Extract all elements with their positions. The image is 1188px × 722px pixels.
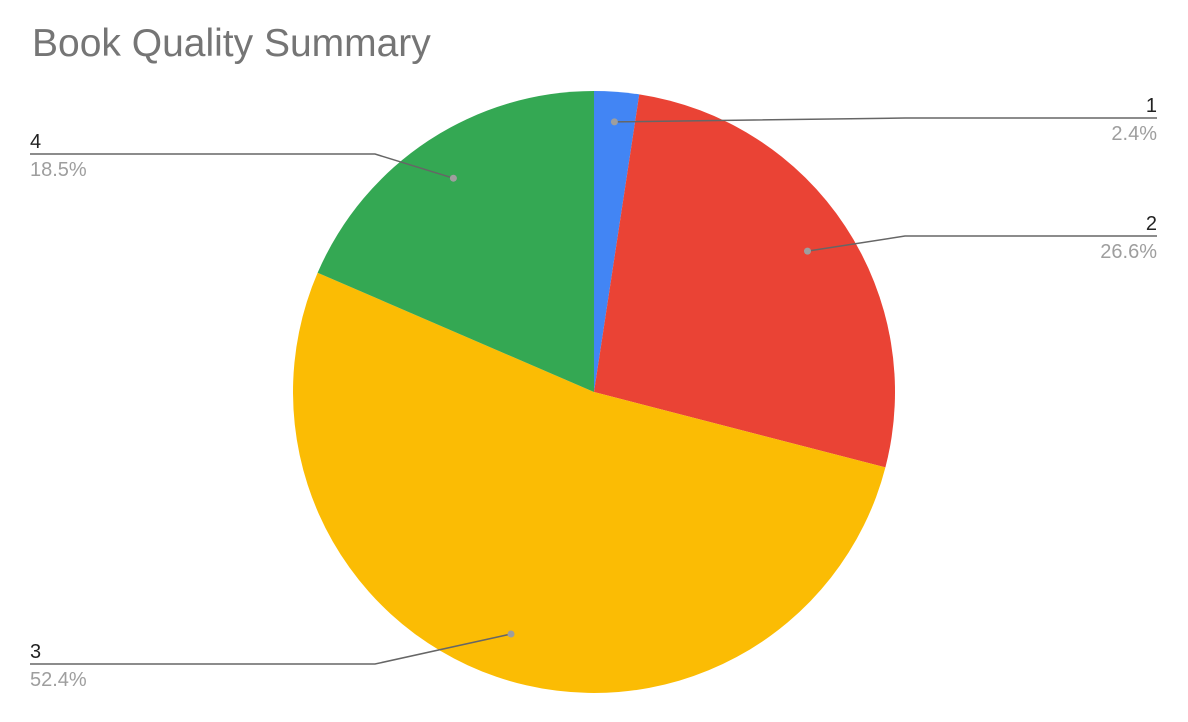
slice-percent-3: 52.4%: [30, 669, 87, 691]
slice-percent-4: 18.5%: [30, 159, 87, 181]
pie-slice-3: [293, 272, 886, 693]
slice-label-2: 2: [1146, 213, 1157, 235]
slice-label-1: 1: [1146, 95, 1157, 117]
leader-dot-3: [507, 630, 515, 638]
slice-percent-2: 26.6%: [1100, 241, 1157, 263]
leader-dot-4: [449, 174, 457, 182]
slice-percent-1: 2.4%: [1111, 123, 1157, 145]
leader-dot-2: [804, 247, 811, 255]
leader-line-1: [614, 117, 1157, 123]
slice-label-3: 3: [30, 641, 41, 663]
pie-slice-4: [317, 90, 594, 392]
chart-title: Book Quality Summary: [32, 22, 431, 65]
leader-line-2: [807, 235, 1157, 252]
leader-dot-1: [610, 118, 618, 126]
leader-line-3: [30, 633, 512, 665]
slice-label-4: 4: [30, 131, 41, 153]
pie-slice-2: [594, 94, 896, 468]
pie-slice-1: [594, 91, 640, 392]
leader-line-4: [30, 153, 454, 179]
